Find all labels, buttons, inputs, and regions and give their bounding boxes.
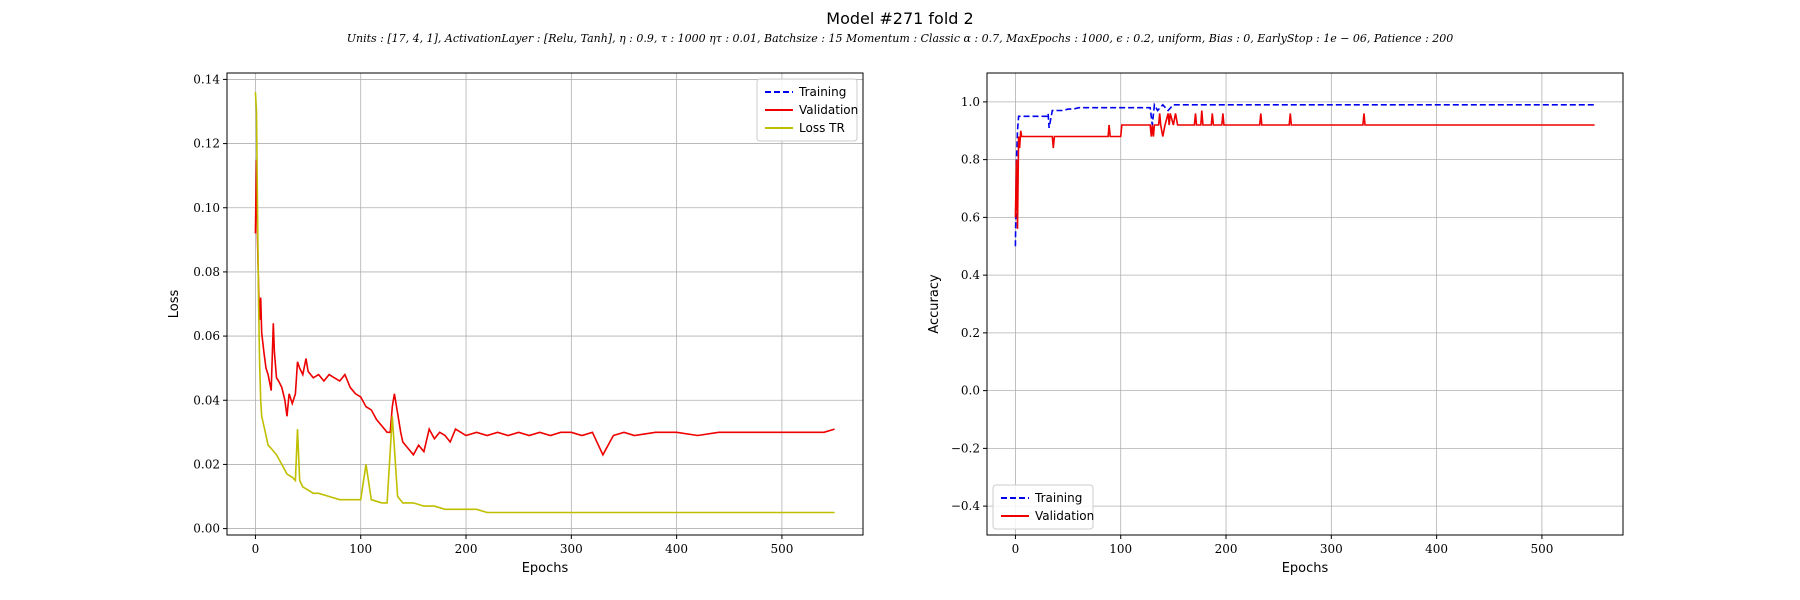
loss-ytick-label-5: 0.10 bbox=[193, 201, 220, 215]
loss-xtick-label-0: 0 bbox=[252, 542, 260, 556]
loss-legend: Training Validation Loss TR bbox=[756, 78, 858, 142]
loss-ytick-label-6: 0.12 bbox=[193, 137, 220, 151]
accuracy-ytick-label-7: 1.0 bbox=[961, 95, 980, 109]
loss-legend-label-0: Training bbox=[798, 85, 846, 99]
loss-ytick-label-7: 0.14 bbox=[193, 72, 220, 86]
accuracy-ytick-label-5: 0.6 bbox=[961, 210, 980, 224]
loss-series-loss-tr bbox=[254, 92, 835, 514]
accuracy-xtick-label-3: 300 bbox=[1320, 542, 1343, 556]
loss-ytick-label-2: 0.04 bbox=[193, 393, 220, 407]
accuracy-legend: Training Validation bbox=[992, 484, 1094, 530]
accuracy-y-axis-label: Accuracy bbox=[927, 274, 942, 334]
loss-legend-label-1: Validation bbox=[799, 103, 858, 117]
figure-title: Model #271 fold 2 bbox=[826, 9, 973, 28]
loss-xtick-label-3: 300 bbox=[560, 542, 583, 556]
loss-ytick-label-4: 0.08 bbox=[193, 265, 220, 279]
accuracy-legend-box bbox=[992, 484, 1094, 530]
loss-series-validation bbox=[254, 159, 835, 457]
loss-xtick-label-4: 400 bbox=[665, 542, 688, 556]
figure-subtitle: Units : [17, 4, 1], ActivationLayer : [R… bbox=[347, 32, 1454, 45]
accuracy-series-validation bbox=[1014, 110, 1595, 229]
loss-legend-box bbox=[756, 78, 858, 142]
accuracy-legend-label-1: Validation bbox=[1035, 509, 1094, 523]
loss-x-axis-label: Epochs bbox=[522, 561, 569, 576]
loss-chart: 0 100 200 300 400 500 0.00 0.02 0.04 0.06 0.08 0.10… bbox=[167, 72, 864, 576]
accuracy-ytick-label-4: 0.4 bbox=[961, 268, 980, 282]
loss-xtick-label-5: 500 bbox=[770, 542, 793, 556]
accuracy-plot-frame bbox=[986, 72, 1624, 536]
accuracy-ytick-label-6: 0.8 bbox=[961, 153, 980, 167]
accuracy-series-training bbox=[1014, 102, 1595, 247]
accuracy-xtick-label-0: 0 bbox=[1012, 542, 1020, 556]
accuracy-xtick-label-4: 400 bbox=[1425, 542, 1448, 556]
accuracy-chart: 0 100 200 300 400 500 −0.4 −0.2 0.0 0.2 0.4 0.6 0.8 1… bbox=[927, 72, 1624, 576]
accuracy-legend-label-0: Training bbox=[1034, 491, 1082, 505]
accuracy-ytick-label-1: −0.2 bbox=[951, 441, 980, 455]
loss-xtick-label-2: 200 bbox=[455, 542, 478, 556]
loss-y-axis-label: Loss bbox=[167, 290, 182, 319]
accuracy-xtick-label-5: 500 bbox=[1530, 542, 1553, 556]
loss-plot-frame bbox=[226, 72, 864, 536]
accuracy-xtick-label-2: 200 bbox=[1215, 542, 1238, 556]
loss-ytick-label-1: 0.02 bbox=[193, 457, 220, 471]
loss-ytick-label-3: 0.06 bbox=[193, 329, 220, 343]
loss-ytick-label-0: 0.00 bbox=[193, 522, 220, 536]
accuracy-x-axis-label: Epochs bbox=[1282, 561, 1329, 576]
loss-legend-label-2: Loss TR bbox=[799, 121, 845, 135]
loss-xtick-label-1: 100 bbox=[349, 542, 372, 556]
accuracy-ytick-label-2: 0.0 bbox=[961, 384, 980, 398]
accuracy-ytick-label-3: 0.2 bbox=[961, 326, 980, 340]
accuracy-ytick-label-0: −0.4 bbox=[951, 499, 981, 513]
accuracy-xtick-label-1: 100 bbox=[1109, 542, 1132, 556]
